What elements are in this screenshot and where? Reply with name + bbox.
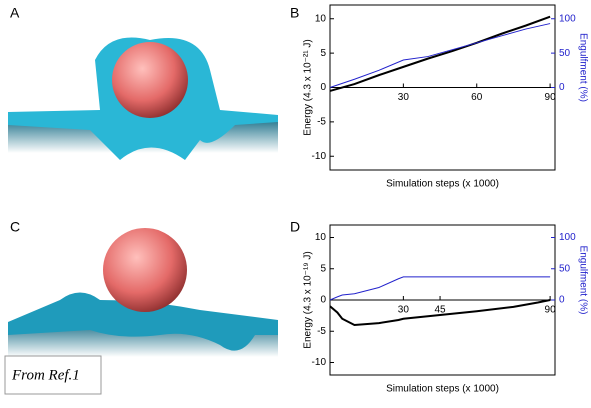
y2-tick-label: 100 bbox=[559, 13, 576, 24]
note-box bbox=[4, 355, 102, 395]
y2-tick-label: 50 bbox=[559, 48, 571, 59]
y-tick-label: 10 bbox=[315, 232, 327, 243]
y-tick-label: -10 bbox=[312, 357, 327, 368]
y-tick-label: -5 bbox=[317, 117, 326, 128]
y-axis-label: Energy (4.3 x 10⁻²¹ J) bbox=[303, 39, 314, 135]
x-tick-label: 45 bbox=[434, 305, 446, 316]
x-tick-label: 90 bbox=[545, 92, 557, 103]
series-line bbox=[329, 299, 551, 327]
y-axis-label: Energy (4.3 x 10⁻¹⁹ J) bbox=[303, 251, 314, 348]
render-a bbox=[8, 37, 278, 160]
series-line bbox=[329, 23, 551, 88]
y-tick-label: -10 bbox=[312, 151, 327, 162]
y-tick-label: 5 bbox=[320, 263, 326, 274]
y2-axis-label: Engulfment (%) bbox=[577, 246, 588, 315]
series-line bbox=[329, 15, 551, 92]
render-c bbox=[8, 228, 278, 357]
x-tick-label: 30 bbox=[398, 305, 410, 316]
y-tick-label: 0 bbox=[320, 295, 326, 306]
x-tick-label: 90 bbox=[545, 305, 557, 316]
y-tick-label: -5 bbox=[317, 326, 326, 337]
panel-label: B bbox=[290, 5, 299, 21]
panel-label: D bbox=[290, 219, 300, 235]
y2-axis-label: Engulfment (%) bbox=[577, 33, 588, 102]
y-tick-label: 10 bbox=[315, 13, 327, 24]
y2-tick-label: 100 bbox=[559, 232, 576, 243]
panel-label: C bbox=[10, 219, 20, 235]
x-tick-label: 60 bbox=[471, 92, 483, 103]
note: From Ref.1 bbox=[11, 367, 80, 383]
y2-tick-label: 0 bbox=[559, 295, 565, 306]
y2-tick-label: 0 bbox=[559, 82, 565, 93]
x-axis-label: Simulation steps (x 1000) bbox=[386, 384, 499, 395]
y2-tick-label: 50 bbox=[559, 263, 571, 274]
y-tick-label: 5 bbox=[320, 48, 326, 59]
panel-label: A bbox=[10, 5, 20, 21]
x-tick-label: 30 bbox=[398, 92, 410, 103]
y-tick-label: 0 bbox=[320, 82, 326, 93]
x-axis-label: Simulation steps (x 1000) bbox=[386, 179, 499, 190]
series-line bbox=[329, 276, 551, 301]
